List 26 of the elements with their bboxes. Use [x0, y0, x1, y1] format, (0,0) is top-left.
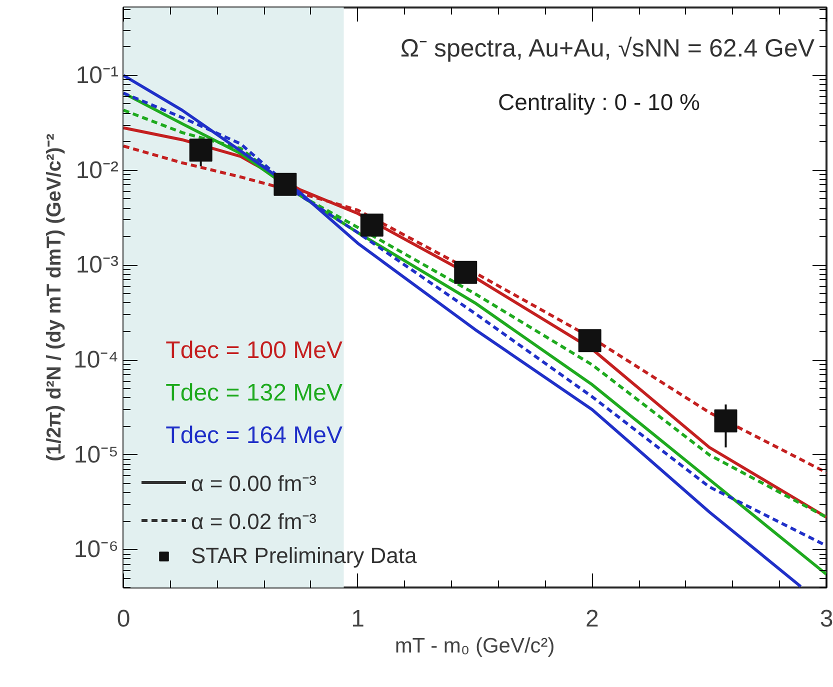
point — [189, 138, 212, 162]
point — [714, 409, 738, 432]
y-tick-label: 10⁻³ — [76, 252, 119, 279]
annotation: Tdec = 164 MeV — [166, 422, 342, 449]
annotation: Tdec = 132 MeV — [166, 380, 342, 407]
x-tick-label: 0 — [116, 606, 130, 632]
y-axis-title: (1/2π) d²N / (dy mT dmT) (GeV/c²)⁻² — [43, 133, 66, 462]
text: Centrality : 0 - 10 % — [498, 88, 700, 115]
y-tick-label: 10⁻² — [76, 156, 119, 184]
x-axis-title: mT - m₀ (GeV/c²) — [394, 634, 555, 658]
y-tick-label: 10⁻⁵ — [74, 441, 119, 468]
annotation: Tdec = 100 MeV — [166, 337, 342, 364]
annotation: α = 0.00 fm⁻³ — [191, 470, 316, 497]
legend-label: STAR Preliminary Data — [191, 543, 417, 569]
point — [274, 172, 297, 196]
point — [360, 214, 384, 237]
y-tick-label: 10⁻⁶ — [74, 536, 119, 564]
point — [578, 329, 602, 352]
x-tick-label: 1 — [351, 606, 365, 632]
annotation: α = 0.02 fm⁻³ — [191, 508, 316, 535]
point — [454, 260, 478, 284]
x-tick-label: 3 — [820, 606, 833, 632]
x-tick-label: 2 — [585, 606, 599, 632]
y-tick-label: 10⁻⁴ — [73, 346, 119, 374]
text: Ω⁻ spectra, Au+Au, √sNN = 62.4 GeV — [400, 34, 815, 63]
y-tick-label: 10⁻¹ — [76, 62, 119, 89]
